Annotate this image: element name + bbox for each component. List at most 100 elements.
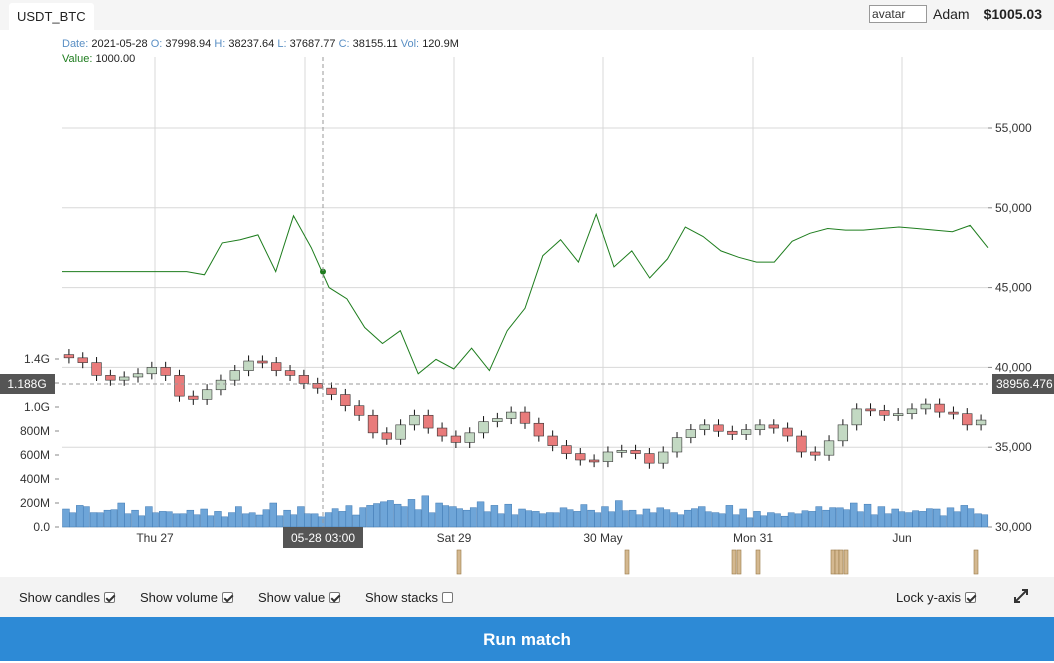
show-candles-toggle[interactable]: Show candles: [19, 590, 115, 605]
volume-bar: [442, 505, 450, 528]
volume-bar: [449, 506, 457, 528]
volume-bar: [663, 509, 671, 528]
high-label: H:: [214, 38, 226, 50]
price-tick-label: 35,000: [995, 440, 1032, 454]
candle-body: [492, 418, 503, 422]
volume-bar: [76, 505, 84, 528]
candle-body: [326, 387, 337, 395]
volume-bar: [552, 512, 560, 528]
x-tick-label: Mon 31: [733, 531, 773, 545]
expand-icon[interactable]: [1013, 588, 1029, 604]
candle-body: [547, 435, 558, 446]
volume-bar: [711, 512, 720, 528]
lock-y-checkbox[interactable]: [965, 592, 977, 603]
crosshair-price-tag: [992, 374, 1054, 394]
volume-bar: [407, 499, 416, 528]
chart-legend: Date: 2021-05-28 O: 37998.94 H: 38237.64…: [62, 37, 459, 67]
volume-bar: [373, 503, 380, 528]
candle-body: [837, 424, 849, 442]
show-candles-checkbox[interactable]: [103, 592, 115, 603]
user-name: Adam: [933, 6, 970, 22]
show-stacks-toggle[interactable]: Show stacks: [365, 590, 453, 605]
volume-bar: [124, 513, 132, 528]
volume-bar: [587, 509, 595, 528]
trade-marker: [624, 549, 630, 575]
volume-bar: [559, 507, 568, 528]
volume-bar: [884, 513, 892, 528]
lock-y-toggle[interactable]: Lock y-axis: [896, 590, 977, 605]
volume-bar: [359, 507, 367, 528]
candle-body: [284, 370, 296, 376]
lock-y-label: Lock y-axis: [896, 590, 962, 605]
volume-bar: [794, 513, 803, 528]
chart-area[interactable]: Date: 2021-05-28 O: 37998.94 H: 38237.64…: [0, 30, 1054, 577]
candle-body: [575, 453, 586, 461]
volume-bar: [698, 506, 706, 528]
volume-bar: [158, 511, 167, 528]
candle-body: [298, 375, 310, 384]
x-tick-label: 30 May: [583, 531, 622, 545]
tab-symbol[interactable]: USDT_BTC: [9, 3, 94, 30]
volume-bar: [891, 508, 899, 528]
volume-tick-label: 0.0: [33, 520, 50, 534]
show-volume-checkbox[interactable]: [222, 592, 234, 603]
candle-body: [257, 360, 268, 364]
show-stacks-label: Show stacks: [365, 590, 438, 605]
x-tick-label: Sat 29: [437, 531, 472, 545]
avatar[interactable]: avatar: [869, 5, 928, 23]
volume-bar: [290, 514, 298, 528]
candle-body: [685, 429, 696, 438]
volume-bar: [525, 510, 532, 528]
candle-body: [229, 370, 240, 381]
show-volume-label: Show volume: [140, 590, 219, 605]
volume-bar: [366, 505, 374, 528]
volume-bar: [518, 508, 526, 528]
high-value: 38237.64: [228, 38, 275, 50]
candle-body: [602, 451, 614, 462]
volume-bar: [843, 509, 850, 528]
volume-bar: [103, 509, 112, 528]
show-volume-toggle[interactable]: Show volume: [140, 590, 234, 605]
candle-body: [658, 451, 669, 464]
candle-body: [506, 411, 517, 419]
show-stacks-checkbox[interactable]: [441, 592, 453, 603]
volume-bar: [82, 506, 90, 528]
show-value-checkbox[interactable]: [329, 592, 341, 603]
volume-bar: [138, 515, 145, 528]
volume-bar: [801, 510, 809, 528]
volume-bar: [428, 512, 436, 528]
price-chart[interactable]: 55,000 50,000 45,000 40,000 35,000 30,000 1.4G…: [0, 30, 1054, 577]
volume-bar: [165, 511, 173, 528]
volume-bar: [767, 512, 775, 528]
volume-bar: [172, 513, 181, 528]
run-match-button[interactable]: Run match: [0, 617, 1054, 661]
volume-bar: [483, 511, 491, 528]
candle-body: [851, 408, 862, 426]
date-label: Date:: [62, 38, 89, 50]
volume-bar: [152, 512, 159, 528]
volume-bar: [324, 512, 333, 528]
volume-bar: [276, 515, 284, 528]
volume-bar: [836, 507, 844, 528]
volume-bar: [200, 508, 208, 528]
volume-bar: [939, 515, 947, 528]
volume-bar: [746, 517, 754, 528]
volume-bar: [414, 509, 422, 528]
crosshair-price-label: 38956.476: [996, 377, 1053, 391]
crosshair-vol-tag: [0, 374, 55, 394]
open-label: O:: [150, 38, 163, 50]
candle-body: [160, 367, 171, 376]
value-value: 1000.00: [95, 53, 136, 65]
trade-marker: [830, 549, 836, 575]
show-value-toggle[interactable]: Show value: [258, 590, 341, 605]
volume-bar: [110, 509, 118, 528]
volume-bar: [780, 515, 789, 528]
candle-body: [77, 357, 88, 363]
candle-body: [367, 414, 379, 434]
candle-body: [588, 459, 600, 463]
volume-bar: [670, 512, 678, 528]
volume-bar: [919, 511, 927, 528]
close-label: C:: [338, 38, 350, 50]
volume-bar: [635, 514, 643, 528]
date-value: 2021-05-28: [91, 38, 148, 50]
